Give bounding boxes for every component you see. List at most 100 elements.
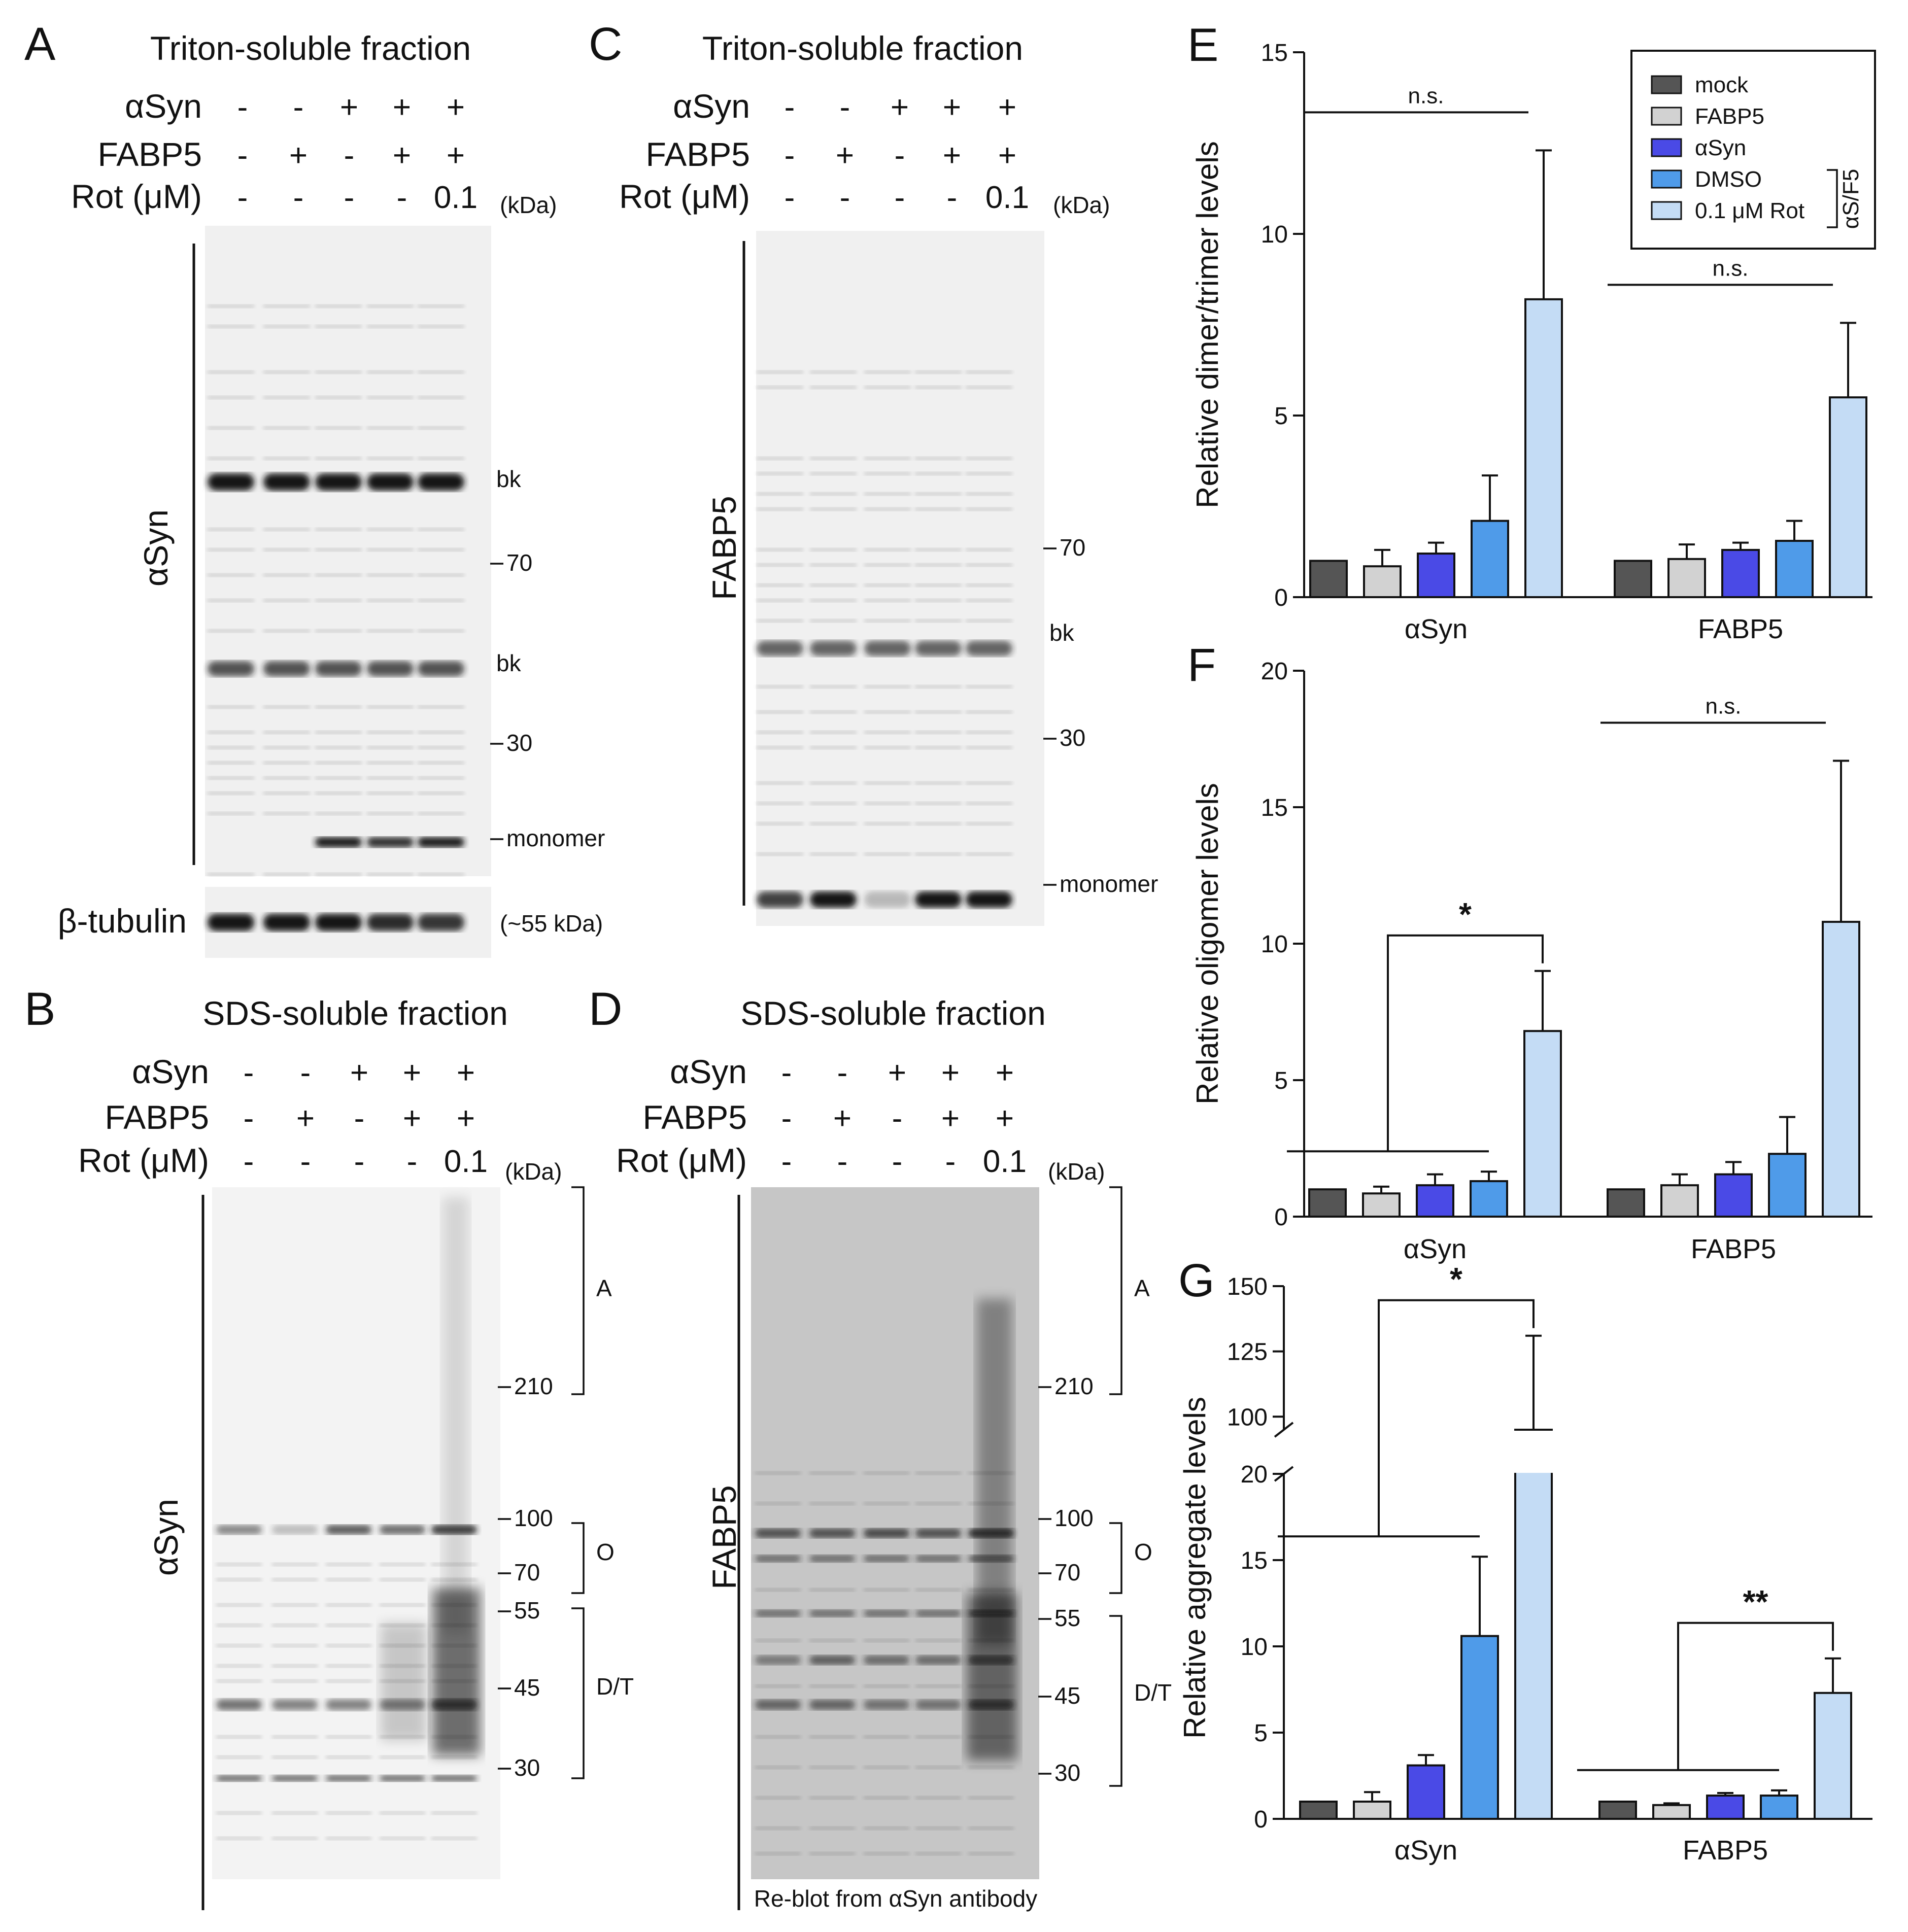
gel-band: [864, 1555, 909, 1562]
gel-band: [272, 1525, 318, 1534]
chart-panel-f: F 0 5 10 15 20 Relative oligomer levels αSyn FAB…: [1187, 639, 1872, 1264]
molecular-weight-marker: 30: [1054, 1760, 1080, 1786]
treatment-sign: +: [457, 1101, 475, 1136]
faint-band: [864, 492, 911, 496]
faint-band: [864, 1502, 909, 1505]
axis-break-mark: [1274, 1422, 1294, 1438]
faint-band: [418, 370, 464, 374]
faint-band: [966, 802, 1012, 805]
treatment-sign: +: [833, 1101, 851, 1136]
faint-band: [864, 1471, 909, 1475]
treatment-sign: +: [447, 90, 465, 125]
gel-band: [968, 1610, 1014, 1617]
faint-band: [208, 370, 254, 374]
faint-band: [915, 852, 962, 856]
faint-band: [864, 386, 911, 389]
treatment-label: FABP5: [646, 135, 750, 173]
faint-band: [757, 457, 803, 460]
faint-band: [810, 386, 857, 389]
faint-band: [263, 761, 310, 765]
treatment-label: Rot (μM): [71, 178, 202, 215]
faint-band: [263, 599, 310, 602]
faint-band: [966, 822, 1012, 825]
legend-entry: FABP5: [1695, 104, 1764, 129]
faint-band: [208, 426, 254, 430]
faint-band: [208, 812, 254, 815]
faint-band: [367, 873, 414, 876]
faint-band: [915, 619, 962, 623]
y-tick-label: 15: [1241, 1547, 1268, 1574]
treatment-sign: +: [403, 1055, 421, 1090]
aggregate-smear: [432, 1588, 481, 1755]
faint-band: [216, 1578, 262, 1581]
panel-label-c: C: [589, 18, 622, 70]
faint-band: [216, 1755, 262, 1759]
faint-band: [864, 685, 911, 688]
faint-band: [757, 583, 803, 587]
faint-band: [757, 781, 803, 785]
faint-band: [208, 776, 254, 780]
faint-band: [326, 1603, 371, 1607]
faint-band: [809, 1502, 855, 1505]
faint-band: [216, 1644, 262, 1647]
faint-band: [263, 396, 310, 399]
faint-band: [810, 802, 857, 805]
faint-band: [216, 1603, 262, 1607]
faint-band: [810, 852, 857, 856]
y-tick-label: 100: [1227, 1404, 1268, 1431]
faint-band: [272, 1735, 318, 1739]
aggregate-smear: [977, 1299, 1012, 1644]
treatment-sign: 0.1: [434, 180, 478, 215]
gel-band: [216, 1775, 262, 1781]
significance-label: n.s.: [1408, 83, 1444, 108]
faint-band: [809, 1826, 855, 1830]
gel-band: [431, 1699, 477, 1710]
faint-band: [208, 528, 254, 531]
faint-band: [757, 548, 803, 551]
faint-band: [367, 325, 414, 328]
faint-band: [263, 812, 310, 815]
gel-band: [755, 1700, 801, 1710]
significance-stars: **: [1743, 1583, 1768, 1620]
bar: [1309, 560, 1348, 599]
faint-band: [418, 873, 464, 876]
faint-band: [915, 685, 962, 688]
gel-band: [968, 1655, 1014, 1665]
treatment-sign: -: [244, 1144, 254, 1179]
loading-control-band: [208, 914, 254, 931]
faint-band: [208, 705, 254, 709]
bar-break-gap: [1513, 1431, 1554, 1473]
y-tick-label: 20: [1261, 658, 1288, 685]
faint-band: [263, 705, 310, 709]
faint-band: [208, 457, 254, 460]
gel-band: [315, 473, 362, 491]
faint-band: [755, 1735, 801, 1739]
faint-band: [810, 472, 857, 475]
faint-band: [915, 1471, 961, 1475]
panel-label-g: G: [1178, 1255, 1215, 1306]
gel-band: [809, 1655, 855, 1665]
faint-band: [757, 563, 803, 567]
molecular-weight-marker: 100: [1054, 1505, 1094, 1531]
gel-band: [755, 1555, 801, 1562]
gel-band: [810, 641, 857, 656]
gel-band: [915, 1529, 961, 1538]
treatment-sign: -: [237, 138, 248, 173]
gel-band: [968, 1700, 1014, 1710]
bar: [1523, 1030, 1562, 1218]
treatment-sign: +: [457, 1055, 475, 1090]
faint-band: [915, 583, 962, 587]
faint-band: [864, 710, 911, 714]
gel-band: [915, 1655, 961, 1665]
faint-band: [315, 812, 362, 815]
faint-band: [272, 1603, 318, 1607]
faint-band: [915, 386, 962, 389]
faint-band: [864, 1796, 909, 1800]
faint-band: [326, 1578, 371, 1581]
gel-band: [864, 1610, 909, 1617]
blot-title: Triton-soluble fraction: [150, 29, 471, 67]
